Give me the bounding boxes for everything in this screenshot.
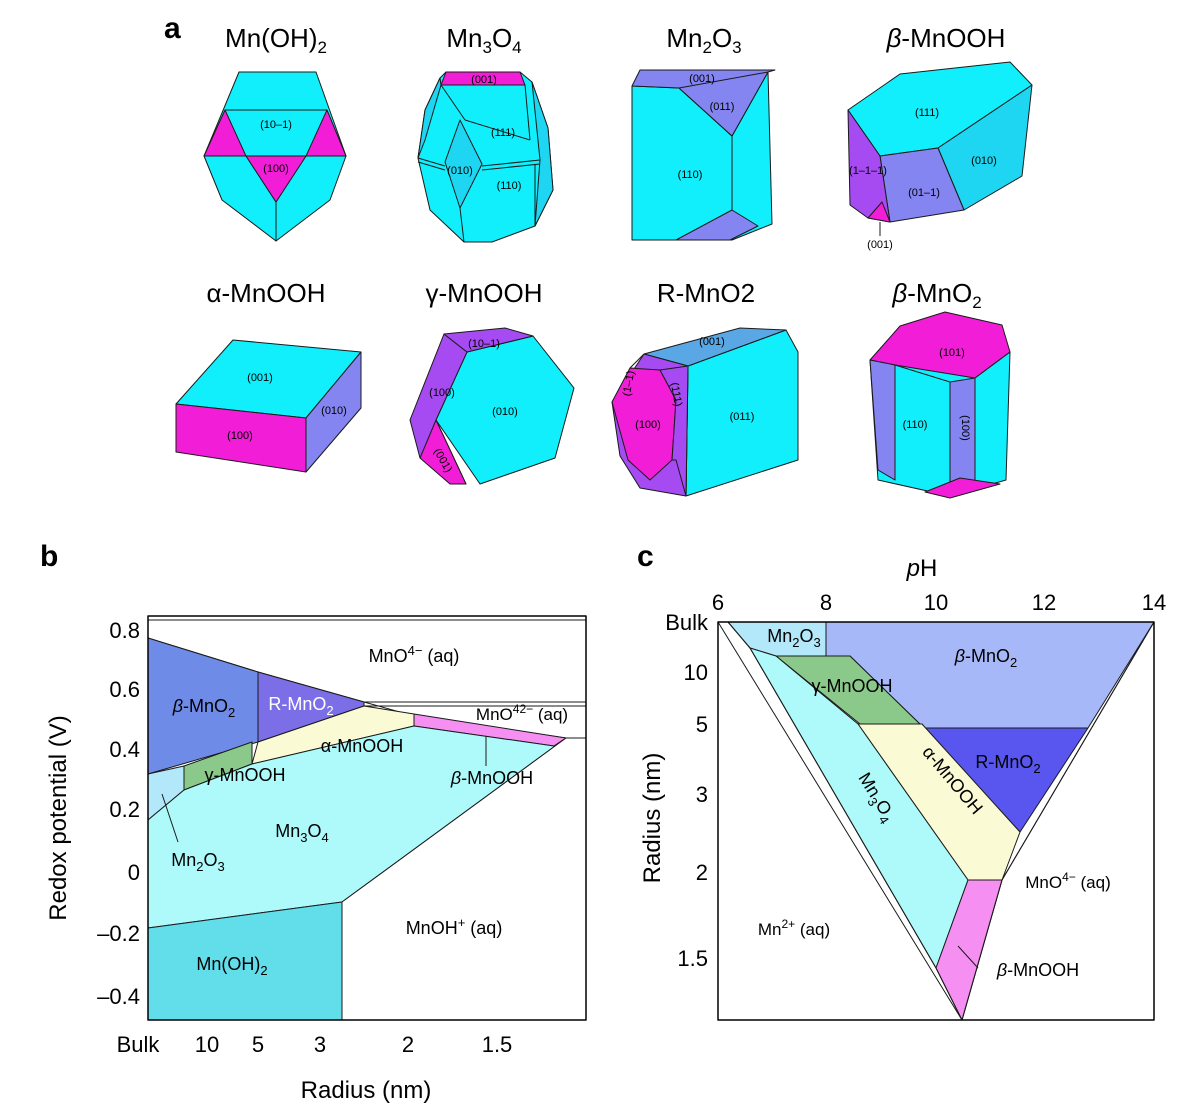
crystal-title-beta-mno2: β-MnO2 [891, 278, 981, 312]
facet-gamma-mnooh-010: (010) [492, 406, 518, 418]
chart-b-y-ticks: 0.8 0.6 0.4 0.2 0 –0.2 –0.4 [97, 618, 140, 1009]
b-ytick-5: –0.2 [97, 921, 140, 946]
facet-beta-mnooh-01-1: (01–1) [908, 187, 940, 199]
c-ytick-5: 1.5 [677, 946, 708, 971]
crystal-title-beta-mnooh: β-MnOOH [886, 23, 1006, 53]
b-y-axis-title: Redox potential (V) [45, 715, 72, 920]
label-b-mno4: MnO4− (aq) [369, 643, 460, 666]
facet-mnoh2-10-1: (10–1) [260, 119, 292, 131]
crystal-gamma-mnooh: (10–1) (100) (010) (001) [409, 327, 575, 485]
panel-c: c pH 6 8 10 12 14 Mn2O3 β-MnO2 γ-MnOOH [637, 540, 1166, 1021]
crystal-title-mn2o3: Mn2O3 [666, 23, 741, 57]
facet-beta-mnooh-010: (010) [971, 155, 997, 167]
facet-mn3o4-110: (110) [497, 180, 522, 192]
b-ytick-1: 0.6 [109, 677, 140, 702]
chart-c-y-ticks: Bulk 10 5 3 2 1.5 [665, 610, 709, 971]
c-ytick-0: Bulk [665, 610, 709, 635]
label-c-gamma-mnooh: γ-MnOOH [812, 676, 893, 696]
facet-mn3o4-111: (111) [491, 127, 515, 139]
facet-mn2o3-011: (011) [710, 101, 735, 113]
label-b-mno42: MnO42− (aq) [476, 702, 568, 724]
b-xtick-0: Bulk [117, 1032, 161, 1057]
c-ytick-1: 10 [684, 660, 708, 685]
crystal-alpha-mnooh: (001) (010) (100) [175, 339, 362, 473]
b-x-axis-title: Radius (nm) [301, 1077, 432, 1104]
facet-r-mno2-100: (100) [635, 419, 661, 431]
facet-gamma-mnooh-100: (100) [429, 387, 455, 399]
c-xtick-1: 8 [820, 590, 832, 615]
label-c-mno4: MnO4− (aq) [1025, 870, 1111, 892]
crystal-title-mnoh2: Mn(OH)2 [225, 23, 327, 57]
c-xtick-0: 6 [712, 590, 724, 615]
facet-mnoh2-100: (100) [263, 163, 289, 175]
crystal-beta-mnooh: (111) (010) (1–1–1) (01–1) (001) [847, 61, 1033, 251]
facet-r-mno2-001: (001) [699, 336, 725, 348]
c-ytick-4: 2 [696, 860, 708, 885]
chart-b-regions [147, 615, 587, 1021]
b-xtick-1: 10 [195, 1032, 219, 1057]
label-c-mn2plus: Mn2+ (aq) [758, 917, 830, 939]
b-xtick-3: 3 [314, 1032, 326, 1057]
c-y-axis-title: Radius (nm) [639, 753, 666, 884]
facet-alpha-mnooh-010: (010) [321, 405, 347, 417]
crystal-beta-mno2: (101) (110) (100) [869, 311, 1011, 499]
b-ytick-6: –0.4 [97, 984, 140, 1009]
panel-a: a Mn(OH)2 Mn3O4 Mn2O3 β-MnOOH α-MnOOH γ-… [164, 12, 1033, 499]
label-b-alpha-mnooh: α-MnOOH [321, 736, 403, 756]
b-xtick-4: 2 [402, 1032, 414, 1057]
panel-b: b MnO4− (aq) MnO42− (aq) β-MnO2 R-MnO2 [40, 540, 587, 1104]
facet-r-mno2-011: (011) [730, 411, 755, 423]
c-xtick-4: 14 [1142, 590, 1166, 615]
facet-beta-mno2-110: (110) [903, 419, 928, 431]
facet-r-mno2-111: (111) [668, 382, 684, 408]
crystal-mn3o4: (001) (111) (010) (110) [417, 71, 554, 243]
crystal-title-mn3o4: Mn3O4 [446, 23, 521, 57]
panel-label-a: a [164, 12, 181, 45]
facet-alpha-mnooh-100: (100) [227, 430, 253, 442]
label-c-beta-mnooh: β-MnOOH [996, 960, 1079, 980]
facet-mn3o4-010: (010) [447, 165, 473, 177]
c-ytick-3: 3 [696, 782, 708, 807]
b-xtick-5: 1.5 [482, 1032, 513, 1057]
c-xtick-2: 10 [924, 590, 948, 615]
facet-beta-mnooh-111: (111) [915, 107, 939, 119]
chart-b-region-labels: MnO4− (aq) MnO42− (aq) β-MnO2 R-MnO2 α-M… [171, 643, 568, 978]
crystal-r-mno2: (001) (1–1) (111) (011) (100) [611, 327, 799, 497]
label-b-gamma-mnooh: γ-MnOOH [205, 765, 286, 785]
crystal-mn2o3: (001) (011) (110) [631, 69, 776, 241]
chart-c-x-ticks: 6 8 10 12 14 [712, 590, 1166, 615]
b-ytick-3: 0.2 [109, 797, 140, 822]
crystal-title-gamma-mnooh: γ-MnOOH [426, 278, 543, 308]
crystal-title-r-mno2: R-MnO2 [657, 278, 755, 308]
facet-mn2o3-110: (110) [678, 169, 703, 181]
facet-gamma-mnooh-10-1: (10–1) [468, 338, 500, 350]
label-b-beta-mnooh: β-MnOOH [450, 768, 533, 788]
b-ytick-2: 0.4 [109, 737, 140, 762]
chart-b-x-ticks: Bulk 10 5 3 2 1.5 [117, 1032, 513, 1057]
c-ytick-2: 5 [696, 712, 708, 737]
facet-beta-mno2-100: (100) [959, 415, 971, 441]
facet-alpha-mnooh-001: (001) [247, 372, 273, 384]
facet-beta-mnooh-001: (001) [867, 239, 893, 251]
facet-mn2o3-001: (001) [689, 73, 715, 85]
b-ytick-4: 0 [128, 860, 140, 885]
facet-beta-mno2-101: (101) [939, 347, 965, 359]
facet-mn3o4-001: (001) [471, 74, 497, 86]
facet-r-mno2-1-1: (1–1) [621, 370, 637, 397]
facet-beta-mnooh-1-1-1: (1–1–1) [849, 165, 887, 177]
chart-c-regions [717, 621, 1155, 1021]
c-xtick-3: 12 [1032, 590, 1056, 615]
panel-label-b: b [40, 540, 58, 573]
b-ytick-0: 0.8 [109, 618, 140, 643]
crystal-mnoh2: (10–1) (100) [203, 71, 347, 242]
b-xtick-2: 5 [252, 1032, 264, 1057]
c-x-axis-title: pH [906, 555, 938, 582]
crystal-titles: Mn(OH)2 Mn3O4 Mn2O3 β-MnOOH α-MnOOH γ-Mn… [206, 23, 1005, 312]
crystal-title-alpha-mnooh: α-MnOOH [206, 278, 325, 308]
label-b-mnoh: MnOH+ (aq) [406, 915, 503, 938]
panel-label-c: c [637, 540, 654, 573]
